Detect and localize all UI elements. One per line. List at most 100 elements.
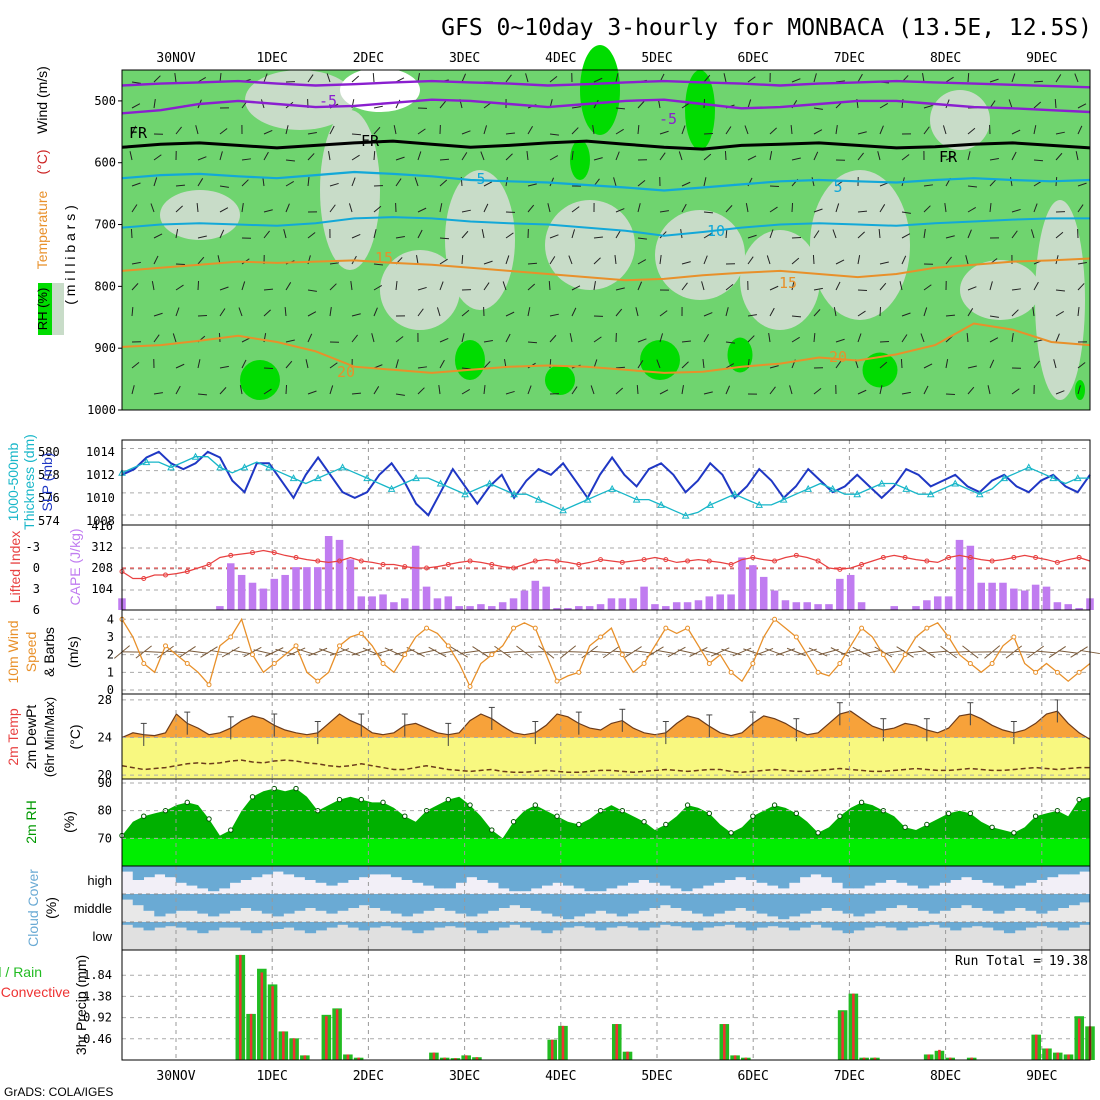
- wind-barb: [153, 334, 160, 343]
- wind-barb: [329, 125, 335, 135]
- wind-barb: [835, 80, 845, 83]
- precip-convective-bar: [1056, 1052, 1060, 1060]
- li-point: [1076, 555, 1082, 560]
- cloud-cover-bar: [122, 922, 134, 925]
- li-point: [402, 564, 408, 570]
- wind-barb: [769, 307, 775, 317]
- cloud-cover-bar: [369, 894, 381, 908]
- wind-barb: [857, 333, 862, 343]
- cloud-cover-bar: [272, 922, 284, 929]
- wind-barb: [328, 151, 331, 161]
- cloud-cover-bar: [659, 922, 672, 925]
- wind-barb: [1033, 203, 1038, 213]
- cloud-cover-bar: [724, 922, 736, 925]
- cape-bar: [988, 582, 996, 610]
- wind-barb: [614, 255, 617, 265]
- li-point: [271, 550, 277, 556]
- cape-bar: [585, 606, 594, 610]
- wind-barb: [571, 285, 581, 291]
- rh2m-unit-label: (%): [61, 811, 77, 833]
- precip-convective-bar: [550, 1039, 554, 1060]
- cloud-cover-bar: [960, 866, 973, 878]
- cloud-cover-bar: [971, 894, 983, 908]
- thickness-point: [951, 479, 960, 487]
- wind-barb-10m: [655, 649, 676, 655]
- cloud-cover-bar: [681, 894, 693, 911]
- cloud-row-label: low: [92, 929, 112, 944]
- wind-speed-point: [424, 625, 430, 631]
- isotherm-label: 15: [375, 249, 393, 267]
- cape-bar: [825, 604, 833, 610]
- wind-speed-point: [1076, 669, 1082, 675]
- wind-barb: [813, 151, 819, 161]
- wind-barb: [681, 125, 686, 135]
- rh-very-dry-area: [340, 68, 420, 112]
- cloud-cover-bar: [132, 894, 145, 906]
- wind-barb: [703, 132, 714, 135]
- wind-barb: [967, 206, 977, 213]
- cloud-cover-bar: [756, 894, 768, 914]
- wind-barb: [131, 261, 141, 265]
- rh2m-point: [271, 785, 277, 792]
- wind-barb: [285, 180, 295, 187]
- wind-barb: [857, 310, 866, 317]
- wind-barb: [637, 281, 643, 291]
- wind-tick: 1: [107, 665, 114, 679]
- wind-barb: [681, 181, 691, 187]
- cape-bar: [607, 598, 616, 610]
- cloud-cover-bar: [799, 894, 811, 914]
- wind-barb: [241, 179, 249, 187]
- cloud-cover-bar: [584, 894, 596, 914]
- wind-barb: [1010, 177, 1013, 187]
- li-point: [184, 569, 190, 574]
- wind-barb: [372, 72, 375, 83]
- wind-barb-10m: [754, 647, 774, 657]
- cloud-cover-bar: [982, 866, 994, 883]
- precip-convective-bar: [475, 1057, 479, 1060]
- cloud-axis-label: Cloud Cover: [25, 869, 41, 947]
- wind-barb: [307, 74, 314, 83]
- wind-barb: [703, 74, 711, 83]
- precip-tick: 1.84: [83, 968, 112, 982]
- cape-bar: [955, 539, 964, 610]
- date-tick-bottom: 6DEC: [738, 1069, 769, 1084]
- rh2m-point: [706, 810, 713, 817]
- cloud-cover-bar: [1014, 866, 1026, 886]
- cloud-cover-bar: [401, 866, 413, 880]
- li-point: [619, 559, 625, 565]
- rh2m-point: [293, 785, 299, 792]
- cloud-cover-bar: [702, 922, 715, 928]
- wind-barb: [326, 73, 331, 83]
- cloud-cover-bar: [713, 866, 725, 883]
- wind-barb: [879, 282, 887, 291]
- panel-upper-air-frame: [121, 69, 1091, 411]
- thickness-point: [632, 495, 641, 503]
- cloud-cover-bar: [939, 866, 951, 883]
- wind-barb: [725, 205, 733, 213]
- cloud-cover-bar: [208, 866, 220, 892]
- wind-tick: 0: [107, 683, 114, 697]
- rh2m-point: [510, 819, 517, 825]
- cape-bar: [814, 604, 822, 610]
- cloud-cover-bar: [1068, 866, 1080, 875]
- cloud-cover-bar: [1079, 866, 1091, 872]
- cloud-cover-bar: [756, 922, 768, 928]
- wind-barb-10m: [612, 650, 633, 654]
- cloud-cover-bar: [530, 894, 542, 911]
- wind-barb-10m: [460, 650, 481, 654]
- isotherm-label: -5: [319, 92, 337, 110]
- wind-barb: [989, 179, 997, 187]
- cape-bar: [379, 594, 387, 610]
- cloud-cover-bar: [380, 894, 392, 911]
- li-point: [967, 555, 973, 560]
- li-point: [467, 558, 473, 564]
- wind-barb-10m: [1014, 650, 1035, 654]
- pressure-tick: 500: [94, 94, 116, 108]
- wind-barb: [263, 309, 271, 317]
- cloud-cover-bar: [380, 866, 392, 875]
- wind-barb: [769, 206, 778, 213]
- cloud-cover-bar: [455, 894, 467, 914]
- wind-barb: [813, 387, 822, 395]
- wind-barb: [196, 202, 199, 213]
- precip-convective-bar: [249, 1013, 253, 1060]
